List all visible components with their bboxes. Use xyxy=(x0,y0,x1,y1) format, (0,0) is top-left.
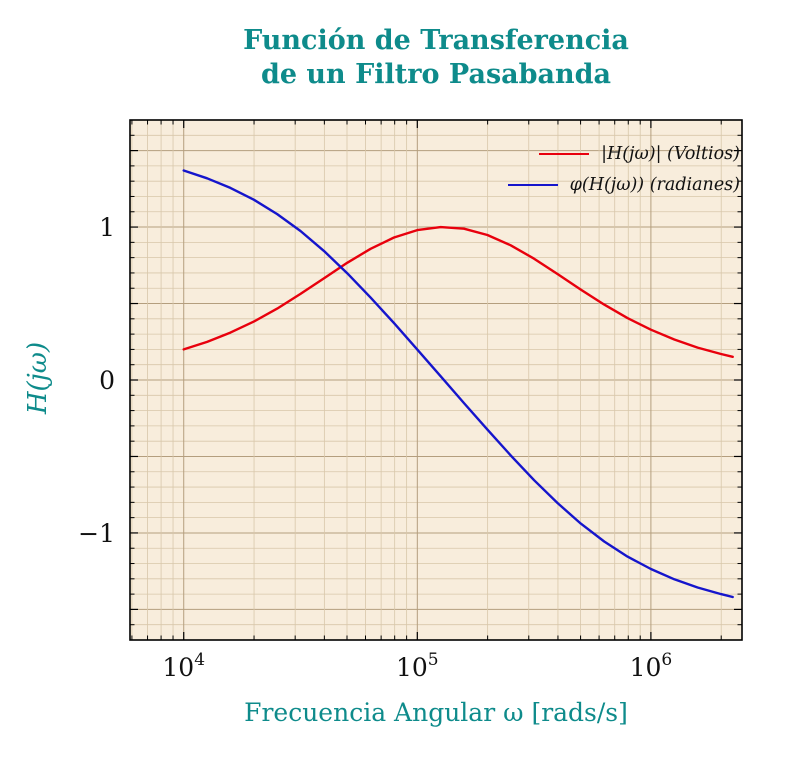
y-tick-label: 0 xyxy=(99,366,115,395)
y-axis-label: H(jω) xyxy=(23,341,53,415)
y-tick-label: −1 xyxy=(78,519,115,548)
x-axis-label: Frecuencia Angular ω [rads/s] xyxy=(244,698,628,727)
chart-title-line1: Función de Transferencia xyxy=(243,25,629,56)
legend-label-magnitude: |H(jω)| (Voltios) xyxy=(601,144,740,164)
legend-label-phase: φ(H(jω)) (radianes) xyxy=(569,175,740,195)
x-tick-label: 106 xyxy=(630,650,673,682)
phase-line-swatch xyxy=(507,184,558,186)
magnitude-line-swatch xyxy=(539,153,590,155)
chart-title-line2: de un Filtro Pasabanda xyxy=(260,58,612,90)
y-tick-label: 1 xyxy=(99,213,115,242)
x-tick-label: 105 xyxy=(396,650,439,682)
x-tick-label: 104 xyxy=(162,650,205,682)
chart-title: Función de Transferencia de un Filtro Pa… xyxy=(130,24,742,92)
legend: |H(jω)| (Voltios) φ(H(jω)) (radianes) xyxy=(507,142,740,197)
legend-item-phase: φ(H(jω)) (radianes) xyxy=(507,173,740,197)
legend-item-magnitude: |H(jω)| (Voltios) xyxy=(508,142,740,166)
